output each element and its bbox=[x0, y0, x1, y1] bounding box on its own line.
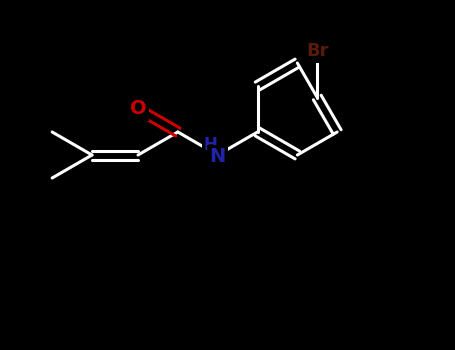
Text: H: H bbox=[204, 136, 217, 154]
Text: O: O bbox=[130, 99, 147, 119]
Text: N: N bbox=[210, 147, 226, 167]
Text: Br: Br bbox=[306, 42, 329, 61]
